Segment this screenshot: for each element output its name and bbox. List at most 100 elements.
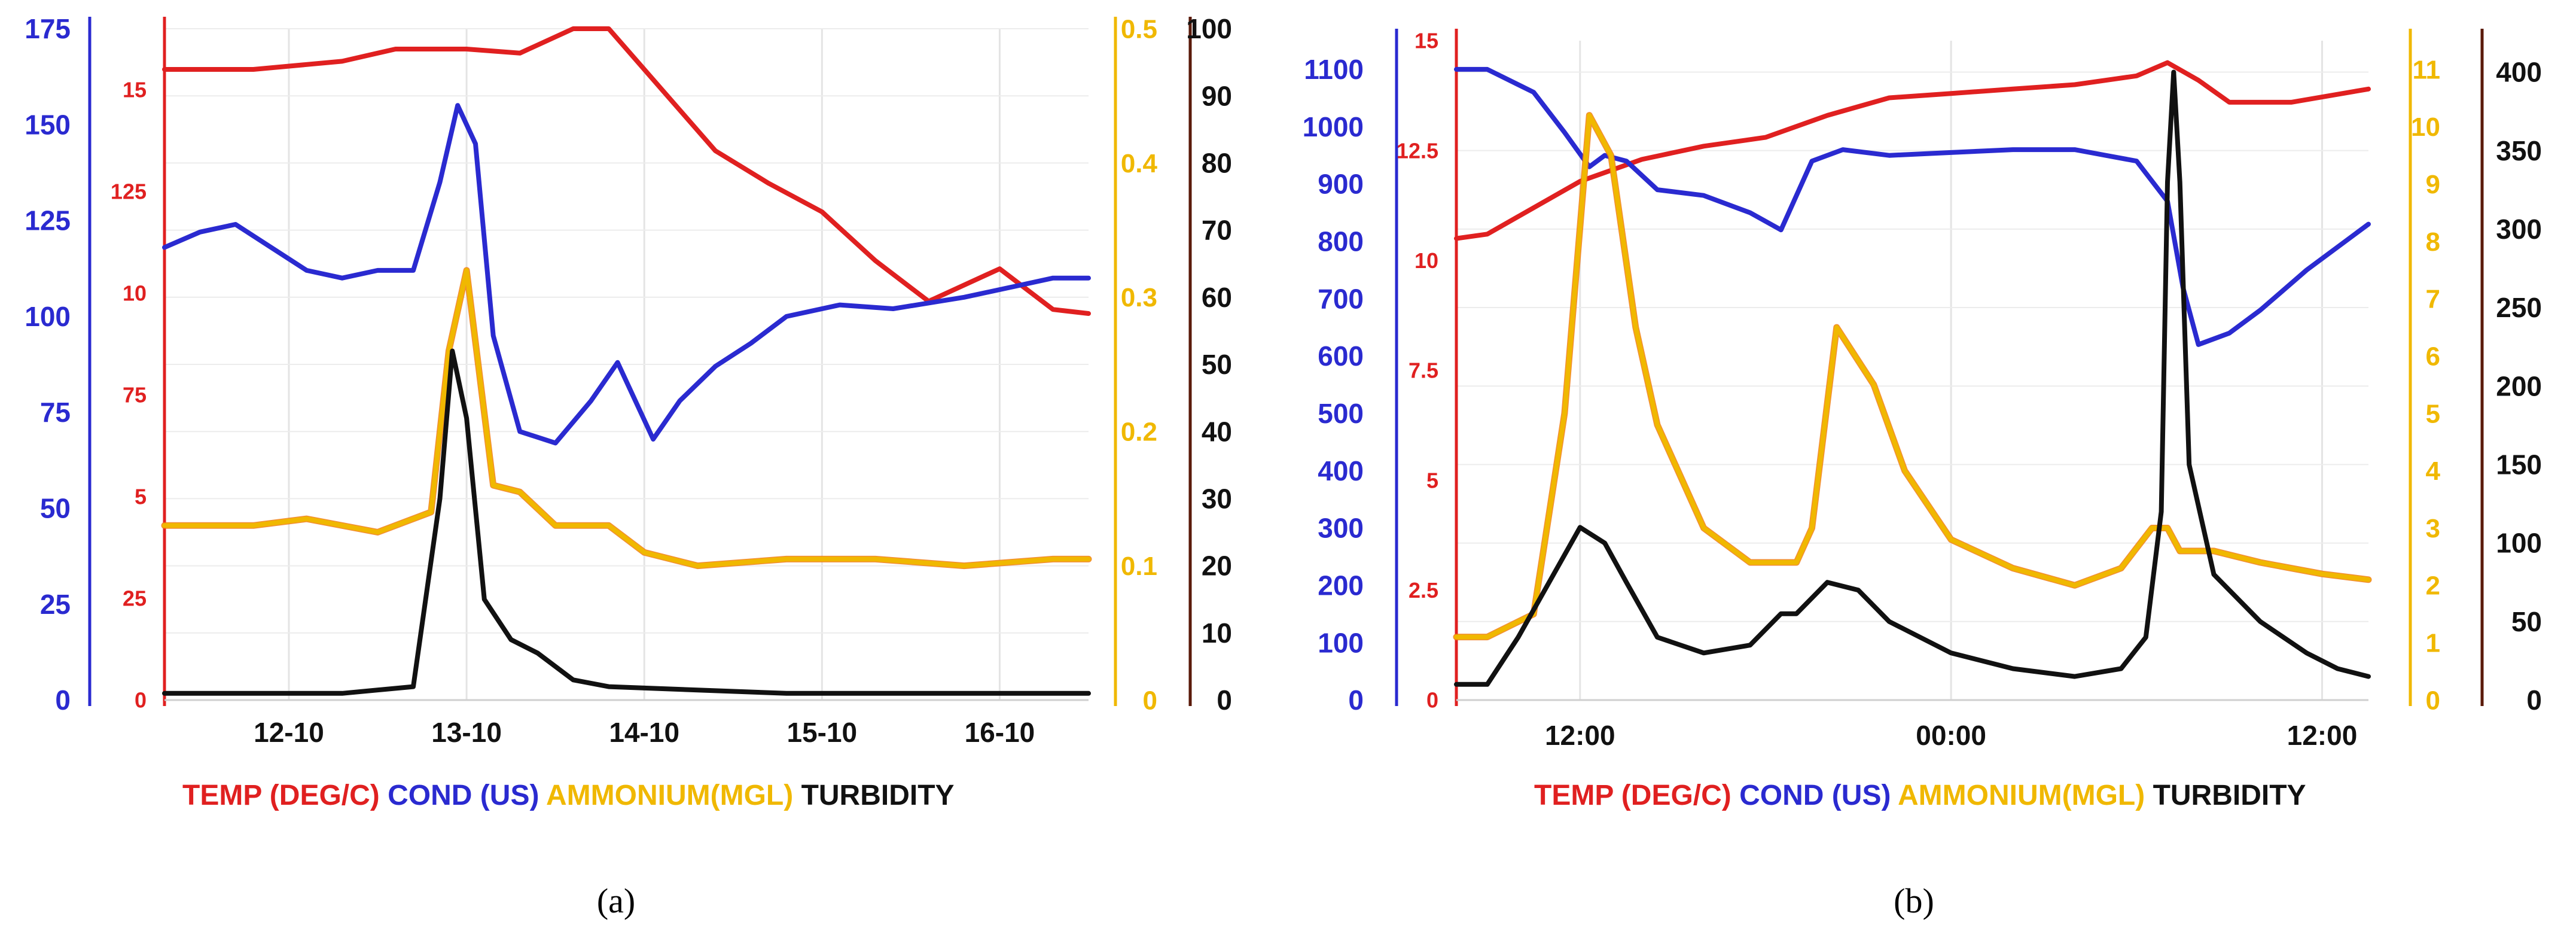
turbidity-tick-label: 80: [1202, 148, 1232, 179]
legend-entry: TEMP (DEG/C): [182, 780, 380, 811]
temp-tick-label: 5: [135, 485, 147, 509]
cond-tick-label: 50: [40, 493, 71, 524]
series-ammonium: [162, 267, 1091, 568]
series-temp: [1454, 60, 2371, 241]
legend-entry: COND (US): [1731, 780, 1891, 811]
axes-lines-a: [88, 17, 1192, 706]
temp-tick-label: 25: [123, 586, 147, 611]
ammonium-tick-label: 9: [2426, 170, 2440, 199]
temp-tick-label: 10: [123, 281, 147, 306]
ammonium-tick-label: 8: [2426, 227, 2440, 257]
temp-tick-label: 75: [123, 383, 147, 407]
ammonium-tick-label: 0: [1143, 686, 1157, 715]
cond-tick-label: 700: [1318, 283, 1364, 314]
turbidity-tick-label: 90: [1202, 80, 1232, 111]
cond-tick-label: 200: [1318, 570, 1364, 601]
ammonium-tick-label: 2: [2426, 571, 2440, 601]
series-a: [161, 26, 1092, 696]
turbidity-tick-label: 70: [1202, 215, 1232, 246]
cond-tick-label: 150: [25, 109, 71, 140]
turbidity-tick-label: 300: [2496, 214, 2542, 245]
ammonium-tick-label: 0.5: [1121, 14, 1157, 44]
temp-tick-label: 2.5: [1409, 578, 1438, 603]
legend-b: TEMP (DEG/C) COND (US) AMMONIUM(MGL) TUR…: [1534, 780, 2306, 811]
grid-b: [1456, 41, 2368, 701]
cond-tick-label: 1100: [1304, 54, 1364, 85]
legend-entry: AMMONIUM(MGL): [1891, 780, 2145, 811]
turbidity-axis-a: 0 10 20 30 40 50 60 70 80 90 100: [1186, 13, 1232, 716]
cond-axis-a: 0 25 50 75 100 125 150 175: [25, 13, 71, 716]
x-tick-label: 12-10: [254, 717, 324, 748]
cond-axis-b: 0 100 200 300 400 500 600 700 800 900 1000 1100: [1303, 54, 1364, 716]
temp-tick-label: 0: [135, 688, 147, 713]
ammonium-tick-label: 0.4: [1121, 149, 1158, 178]
x-tick-label: 16-10: [965, 717, 1035, 748]
turbidity-tick-label: 0: [1217, 685, 1232, 716]
series-turbidity: [162, 348, 1091, 696]
ammonium-axis-a: 0 0.1 0.2 0.3 0.4 0.5: [1121, 14, 1158, 715]
ammonium-tick-label: 0.1: [1121, 552, 1157, 581]
series-cond: [1454, 66, 2371, 347]
legend-entry: TURBIDITY: [2145, 780, 2306, 811]
x-tick-label: 12:00: [2287, 720, 2358, 751]
temp-tick-label: 12.5: [1397, 138, 1438, 163]
panel-label-b: (b): [1894, 881, 1934, 920]
cond-tick-label: 175: [25, 13, 71, 44]
turbidity-axis-b: 0 50 100 150 200 250 300 350 400: [2496, 57, 2542, 716]
series-b: [1453, 60, 2372, 687]
series-ammonium: [1454, 112, 2371, 640]
ammonium-tick-label: 5: [2426, 399, 2440, 428]
legend-entry: TURBIDITY: [793, 780, 954, 811]
ammonium-tick-label: 6: [2426, 342, 2440, 371]
temp-axis-b: 0 2.5 5 7.5 10 12.5 15: [1397, 29, 1438, 713]
grid-a: [164, 28, 1089, 701]
ammonium-tick-label: 11: [2412, 55, 2440, 84]
x-tick-label: 13-10: [431, 717, 502, 748]
turbidity-tick-label: 250: [2496, 292, 2542, 323]
temp-tick-label: 7.5: [1409, 358, 1438, 383]
temp-tick-label: 5: [1426, 468, 1438, 492]
turbidity-tick-label: 50: [2511, 606, 2542, 637]
cond-tick-label: 800: [1318, 226, 1364, 257]
cond-tick-label: 25: [40, 589, 71, 620]
legend: TEMP (DEG/C) COND (US) AMMONIUM(MGL) TUR…: [1534, 780, 2306, 811]
turbidity-tick-label: 350: [2496, 135, 2542, 166]
ammonium-tick-label: 4: [2426, 457, 2441, 486]
turbidity-tick-label: 30: [1202, 483, 1232, 515]
turbidity-tick-label: 400: [2496, 57, 2542, 88]
cond-tick-label: 1000: [1303, 111, 1364, 142]
cond-tick-label: 125: [25, 205, 71, 236]
cond-tick-label: 100: [25, 301, 71, 332]
turbidity-tick-label: 200: [2496, 370, 2542, 401]
turbidity-tick-label: 150: [2496, 449, 2542, 480]
turbidity-tick-label: 100: [1186, 13, 1232, 44]
legend-entry: COND (US): [380, 780, 539, 811]
turbidity-tick-label: 10: [1202, 617, 1232, 649]
x-tick-label: 12:00: [1545, 720, 1615, 751]
temp-tick-label: 125: [111, 180, 147, 204]
cond-tick-label: 75: [40, 397, 71, 428]
panel-label-a: (a): [597, 881, 635, 920]
turbidity-tick-label: 40: [1202, 416, 1232, 447]
x-tick-label: 00:00: [1916, 720, 1986, 751]
legend-entry: AMMONIUM(MGL): [539, 780, 793, 811]
x-tick-label: 15-10: [786, 717, 857, 748]
ammonium-tick-label: 10: [2411, 112, 2440, 142]
ammonium-tick-label: 1: [2426, 629, 2440, 658]
legend-a: TEMP (DEG/C) COND (US) AMMONIUM(MGL) TUR…: [182, 780, 955, 811]
temp-axis-a: 0 25 5 75 10 125 15: [111, 78, 147, 713]
x-tick-label: 14-10: [609, 717, 679, 748]
legend: TEMP (DEG/C) COND (US) AMMONIUM(MGL) TUR…: [182, 780, 955, 811]
cond-tick-label: 300: [1318, 513, 1364, 544]
cond-tick-label: 0: [1348, 685, 1364, 716]
x-axis-b: 12:00 00:00 12:00: [1545, 720, 2357, 751]
cond-tick-label: 0: [55, 685, 71, 716]
series-ammonium-outline: [1453, 112, 2372, 641]
ammonium-tick-label: 7: [2426, 285, 2440, 314]
temp-tick-label: 0: [1426, 688, 1438, 713]
turbidity-tick-label: 60: [1202, 282, 1232, 313]
axes-lines-b: [1395, 29, 2484, 706]
series-cond: [162, 103, 1091, 446]
